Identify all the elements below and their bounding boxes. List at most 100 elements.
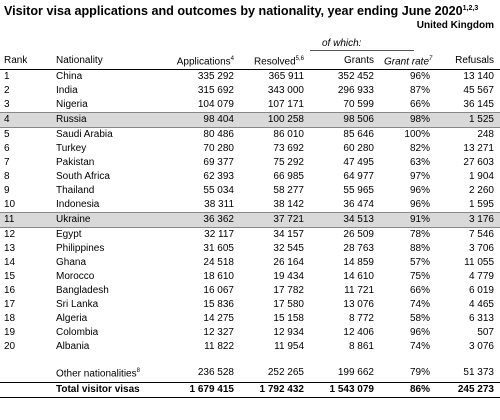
nationality-cell: Ghana [56,257,87,269]
refusals-cell: 1 525 [436,112,500,129]
grant-rate-cell: 57% [409,257,430,269]
table-spacer [0,354,500,364]
rank-cell: 4 [0,112,52,129]
region-label: United Kingdom [416,20,494,31]
grants-cell: 98 506 [310,112,380,129]
applications-cell: 98 404 [164,112,240,129]
table-row: 12 Egypt 32 117 34 157 26 509 78% 7 546 [0,228,500,243]
refusals-cell: 1 904 [468,171,494,183]
grants-cell: 64 977 [343,171,374,183]
applications-cell: 38 311 [204,199,234,211]
rank-cell: 1 [4,71,10,83]
header-grants: Grants [310,52,380,71]
rank-cell: 2 [4,85,10,97]
applications-cell: 32 117 [204,229,234,241]
nationality-cell: China [56,71,83,83]
total-row: Total visitor visas 1 679 415 1 792 432 1 5… [0,381,500,398]
refusals-cell: 6 019 [468,285,494,297]
grant-rate-cell: 63% [409,157,430,169]
refusals-cell: 248 [477,129,494,141]
grant-rate-cell: 91% [380,212,436,229]
grant-rate-cell: 58% [409,313,430,325]
grant-rate-cell: 78% [409,229,430,241]
resolved-cell: 1 792 432 [240,381,310,398]
grant-rate-cell: 66% [409,285,430,297]
grants-cell: 13 076 [343,299,374,311]
applications-cell: 15 836 [203,299,234,311]
grants-cell: 47 495 [343,157,374,169]
resolved-cell: 26 164 [273,257,304,269]
applications-cell: 24 518 [203,257,234,269]
table-body: 1 China 335 292 365 911 352 452 96% 13 140 2 Ind… [0,70,500,398]
applications-cell: 104 079 [197,99,234,111]
refusals-cell: 507 [477,327,494,339]
resolved-cell: 86 010 [273,129,304,141]
applications-cell: 69 377 [203,157,234,169]
rank-cell: 15 [4,271,16,283]
applications-cell: 36 362 [164,212,240,229]
grants-cell: 14 859 [343,257,374,269]
table-row: 8 South Africa 62 393 66 985 64 977 97% 1 904 [0,170,500,184]
resolved-cell: 73 692 [273,143,304,155]
applications-cell: 31 605 [203,243,234,255]
table-row: 5 Saudi Arabia 80 486 86 010 85 646 100% 248 [0,128,500,143]
resolved-cell: 11 954 [274,341,304,353]
grants-cell: 70 599 [343,99,374,111]
nationality-cell: Philippines [56,243,105,255]
nationality-cell: Bangladesh [56,285,109,297]
title-footnote-marks: 1,2,3 [462,4,479,12]
grants-cell: 12 406 [343,327,374,339]
resolved-cell: 343 000 [267,85,304,97]
rank-cell [0,364,52,382]
resolved-cell: 15 158 [273,313,304,325]
rank-cell: 3 [4,99,10,111]
rank-cell: 8 [4,171,10,183]
grants-cell: 85 646 [343,129,374,141]
table-row: 14 Ghana 24 518 26 164 14 859 57% 11 055 [0,256,500,270]
resolved-cell: 75 292 [273,157,304,169]
visa-outcomes-table: Rank Nationality Applications4 Resolved5… [0,52,500,398]
refusals-cell: 4 779 [468,271,494,283]
refusals-cell: 245 273 [436,381,500,398]
grants-cell: 14 610 [343,271,374,283]
grant-rate-cell: 79% [409,366,430,378]
refusals-cell: 3 076 [468,341,494,353]
applications-cell: 55 034 [203,185,234,197]
table-row: 20 Albania 11 822 11 954 8 861 74% 3 076 [0,340,500,354]
resolved-cell: 37 721 [240,212,310,229]
grants-cell: 8 772 [348,313,374,325]
refusals-cell: 11 055 [464,257,494,269]
resolved-cell: 66 985 [273,171,304,183]
refusals-cell: 27 603 [463,157,494,169]
table-row: 3 Nigeria 104 079 107 171 70 599 66% 36 145 [0,98,500,113]
header-nationality: Nationality [52,52,164,71]
refusals-cell: 6 313 [468,313,494,325]
nationality-cell: Other nationalities8 [56,368,140,380]
applications-cell: 16 067 [203,285,234,297]
grant-rate-cell: 75% [409,271,430,283]
refusals-cell: 3 706 [468,243,494,255]
rank-cell: 5 [4,129,10,141]
grants-cell: 26 509 [343,229,374,241]
grants-cell: 199 662 [337,366,374,378]
nationality-cell: Total visitor visas [52,381,164,398]
of-which-rule [310,50,414,51]
grant-rate-cell: 74% [409,341,430,353]
rank-cell: 13 [4,243,16,255]
nationality-cell: Egypt [56,229,82,241]
grant-rate-cell: 88% [409,243,430,255]
of-which-label: of which: [322,38,362,49]
rank-cell: 18 [4,313,16,325]
applications-cell: 62 393 [203,171,234,183]
nationality-cell: Ukraine [52,212,164,229]
nationality-cell: Morocco [56,271,95,283]
resolved-cell: 100 258 [240,112,310,129]
rank-cell: 9 [4,185,10,197]
grants-cell: 8 861 [348,341,374,353]
rank-cell: 17 [4,299,16,311]
grant-rate-cell: 96% [409,199,430,211]
applications-cell: 12 327 [203,327,234,339]
resolved-cell: 17 782 [273,285,304,297]
refusals-cell: 13 140 [463,71,494,83]
